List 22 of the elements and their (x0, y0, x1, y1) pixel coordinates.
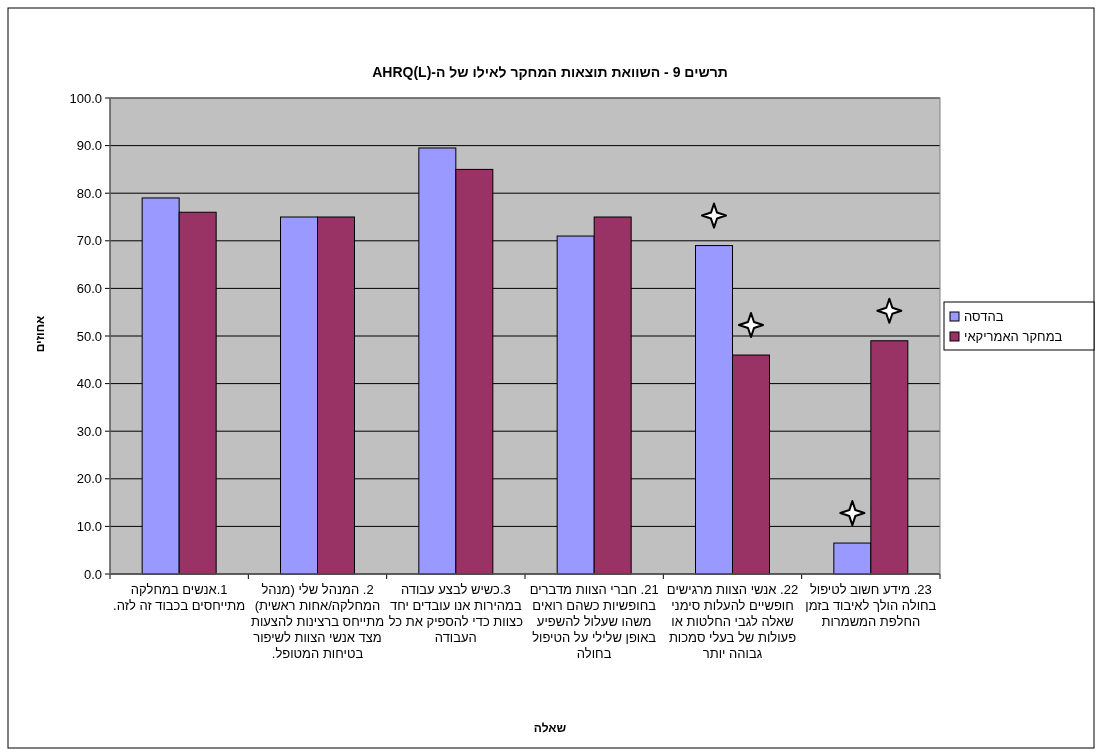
y-tick-label: 20.0 (76, 471, 102, 487)
y-tick-label: 100.0 (69, 90, 102, 106)
x-tick-label: 23. מידע חשוב לטיפול בחולה הולך לאיבוד בזמן החלפת המשמרות (804, 582, 938, 630)
y-tick-label: 90.0 (76, 138, 102, 154)
legend-label: בהדסה (964, 309, 1005, 325)
chart-title: תרשים 9 - השוואת תוצאות המחקר לאילו של ה-AHRQ(L) (371, 64, 729, 80)
y-tick-label: 50.0 (76, 328, 102, 344)
y-tick-label: 60.0 (76, 280, 102, 296)
y-tick-label: 80.0 (76, 185, 102, 201)
legend-label: במחקר האמריקאי (964, 329, 1064, 345)
x-tick-label: 1.אנשים במחלקה מתייחסים בכבוד זה לזה. (112, 582, 247, 614)
x-tick-label: 22. אנשי הצוות מרגישים חופשיים להעלות סימני שאלה לגבי החלטות או פעולות של בעלי סמכות גבוהה יותר (665, 582, 800, 662)
x-tick-label: 2. המנהל שלי (מנהל המחלקה/אחות ראשית) מתייחס ברצינות להצעות מצד אנשי הצוות לשיפור בטיחות המטופל. (249, 582, 386, 662)
x-axis-title: שאלה (532, 720, 568, 736)
y-tick-label: 0.0 (83, 566, 102, 582)
y-tick-label: 10.0 (76, 518, 102, 534)
y-axis-title: אחוזים (32, 314, 48, 355)
y-tick-label: 30.0 (76, 423, 102, 439)
y-tick-label: 70.0 (76, 233, 102, 249)
x-tick-label: 21. חברי הצוות מדברים בחופשיות כשהם רואים משהו שעלול להשפיע באופן שלילי על הטיפול בחולה (528, 582, 660, 662)
x-tick-label: 3.כשיש לבצע עבודה במהירות אנו עובדים יחד כצוות כדי להספיק את כל העבודה (387, 582, 524, 646)
y-tick-label: 40.0 (76, 376, 102, 392)
